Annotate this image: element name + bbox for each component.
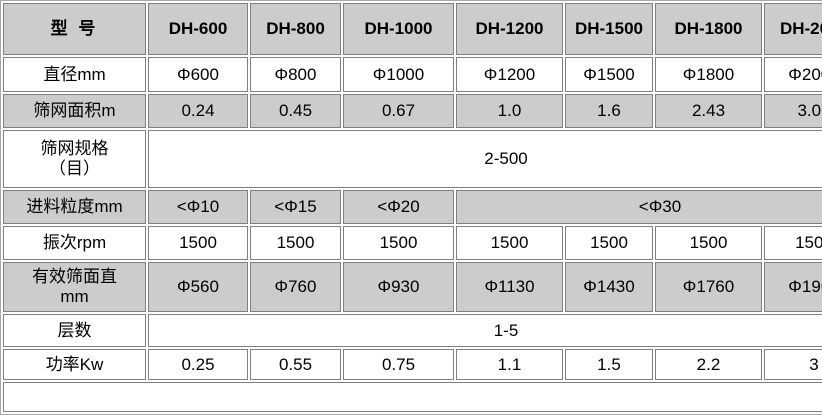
cell-area-dh1500: 1.6	[565, 94, 653, 128]
row-label-effective-diameter-line2: mm	[60, 287, 89, 306]
cell-feed-dh800: <Φ15	[250, 190, 341, 224]
cell-eff-dh1800: Φ1760	[655, 262, 762, 312]
cell-eff-dh1500: Φ1430	[565, 262, 653, 312]
table-row-vibration-rpm: 振次rpm 1500 1500 1500 1500 1500 1500 1500	[3, 226, 822, 260]
cell-area-dh1000: 0.67	[343, 94, 454, 128]
cell-rpm-dh1500: 1500	[565, 226, 653, 260]
cell-power-dh1200: 1.1	[456, 349, 563, 380]
table-row-diameter: 直径mm Φ600 Φ800 Φ1000 Φ1200 Φ1500 Φ1800 Φ…	[3, 57, 822, 92]
cell-feed-dh600: <Φ10	[148, 190, 248, 224]
cell-diameter-dh800: Φ800	[250, 57, 341, 92]
row-label-mesh-spec-line1: 筛网规格	[40, 139, 109, 159]
row-label-effective-diameter-line1: 有效筛面直	[32, 267, 117, 287]
cell-power-dh1500: 1.5	[565, 349, 653, 380]
cell-mesh-spec-merged: 2-500	[148, 130, 822, 188]
table-row-mesh-spec: 筛网规格 （目） 2-500	[3, 130, 822, 188]
cell-rpm-dh800: 1500	[250, 226, 341, 260]
cell-area-dh1800: 2.43	[655, 94, 762, 128]
header-model-dh1000: DH-1000	[343, 3, 454, 55]
cell-layers-merged: 1-5	[148, 314, 822, 347]
row-label-vibration-rpm: 振次rpm	[3, 226, 146, 260]
table-row-feed-size: 进料粒度mm <Φ10 <Φ15 <Φ20 <Φ30	[3, 190, 822, 224]
row-label-screen-area: 筛网面积m	[3, 94, 146, 128]
cell-diameter-dh1000: Φ1000	[343, 57, 454, 92]
cell-rpm-dh1000: 1500	[343, 226, 454, 260]
cell-power-dh2000: 3	[764, 349, 822, 380]
cell-area-dh600: 0.24	[148, 94, 248, 128]
header-model-dh1500: DH-1500	[565, 3, 653, 55]
table-row-truncated	[3, 382, 822, 412]
cell-eff-dh800: Φ760	[250, 262, 341, 312]
header-model-dh1200: DH-1200	[456, 3, 563, 55]
cell-area-dh800: 0.45	[250, 94, 341, 128]
table-row-layers: 层数 1-5	[3, 314, 822, 347]
cell-rpm-dh2000: 1500	[764, 226, 822, 260]
cell-rpm-dh600: 1500	[148, 226, 248, 260]
cell-area-dh1200: 1.0	[456, 94, 563, 128]
table-row-screen-area: 筛网面积m 0.24 0.45 0.67 1.0 1.6 2.43 3.01	[3, 94, 822, 128]
cell-eff-dh2000: Φ1960	[764, 262, 822, 312]
row-label-mesh-spec-line2: （目）	[49, 159, 100, 178]
cell-power-dh600: 0.25	[148, 349, 248, 380]
cell-diameter-dh1200: Φ1200	[456, 57, 563, 92]
header-model-dh800: DH-800	[250, 3, 341, 55]
row-label-diameter: 直径mm	[3, 57, 146, 92]
cell-area-dh2000: 3.01	[764, 94, 822, 128]
table-row-effective-diameter: 有效筛面直 mm Φ560 Φ760 Φ930 Φ1130 Φ1430 Φ176…	[3, 262, 822, 312]
cell-power-dh1800: 2.2	[655, 349, 762, 380]
header-model-dh1800: DH-1800	[655, 3, 762, 55]
cell-power-dh800: 0.55	[250, 349, 341, 380]
cell-rpm-dh1200: 1500	[456, 226, 563, 260]
cell-diameter-dh1800: Φ1800	[655, 57, 762, 92]
table-row-power: 功率Kw 0.25 0.55 0.75 1.1 1.5 2.2 3	[3, 349, 822, 380]
header-model-dh600: DH-600	[148, 3, 248, 55]
cell-rpm-dh1800: 1500	[655, 226, 762, 260]
cell-diameter-dh1500: Φ1500	[565, 57, 653, 92]
cell-eff-dh600: Φ560	[148, 262, 248, 312]
cell-eff-dh1200: Φ1130	[456, 262, 563, 312]
header-model-dh2000: DH-2000	[764, 3, 822, 55]
row-label-mesh-spec: 筛网规格 （目）	[3, 130, 146, 188]
cell-power-dh1000: 0.75	[343, 349, 454, 380]
cell-feed-dh1000: <Φ20	[343, 190, 454, 224]
header-title-cell: 型 号	[3, 3, 146, 55]
cell-eff-dh1000: Φ930	[343, 262, 454, 312]
cell-truncated	[3, 382, 822, 412]
row-label-layers: 层数	[3, 314, 146, 347]
table-header-row: 型 号 DH-600 DH-800 DH-1000 DH-1200 DH-150…	[3, 3, 822, 55]
cell-diameter-dh2000: Φ2000	[764, 57, 822, 92]
row-label-effective-diameter: 有效筛面直 mm	[3, 262, 146, 312]
row-label-feed-size: 进料粒度mm	[3, 190, 146, 224]
cell-diameter-dh600: Φ600	[148, 57, 248, 92]
row-label-power: 功率Kw	[3, 349, 146, 380]
cell-feed-merged: <Φ30	[456, 190, 822, 224]
